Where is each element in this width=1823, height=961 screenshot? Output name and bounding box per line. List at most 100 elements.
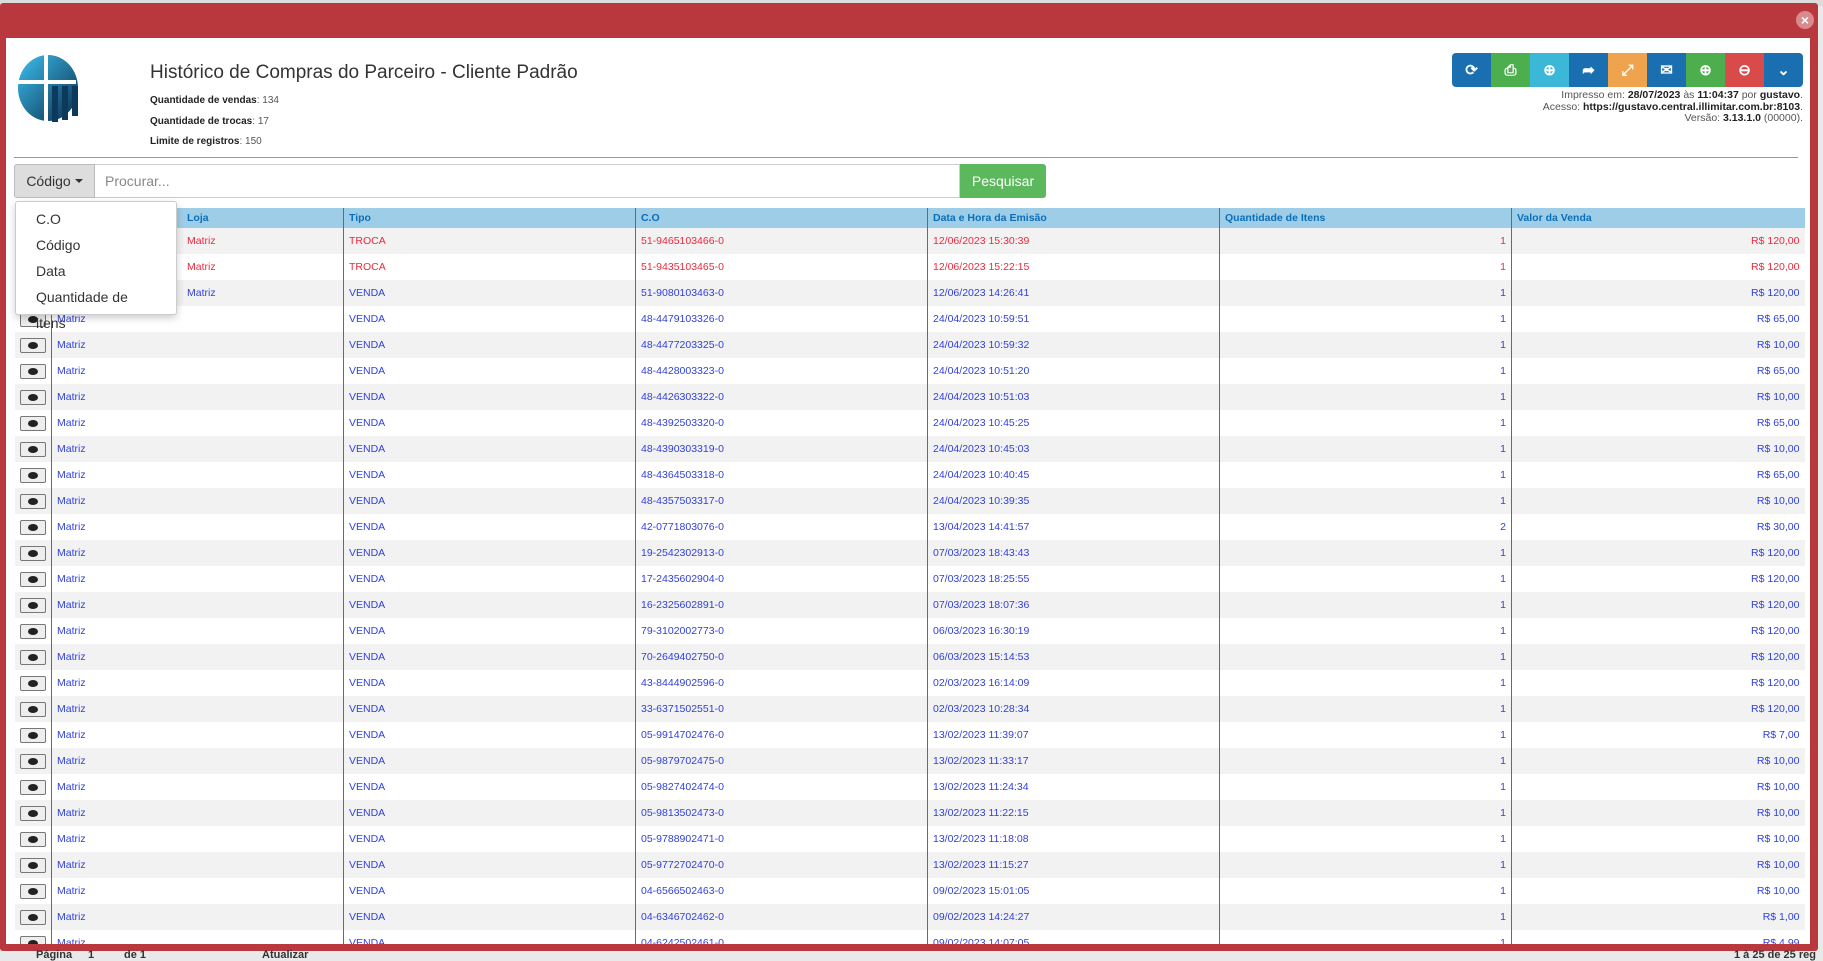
view-button[interactable]	[20, 493, 46, 509]
filter-option[interactable]: C.O	[36, 211, 61, 227]
search-button[interactable]: Pesquisar	[960, 164, 1046, 198]
qty-cell: 1	[1219, 826, 1512, 852]
close-icon[interactable]: ×	[1796, 11, 1814, 29]
loja-cell[interactable]: Matriz	[51, 306, 344, 332]
co-cell: 05-9879702475-0	[635, 748, 928, 774]
view-button[interactable]	[20, 805, 46, 821]
view-button[interactable]	[20, 363, 46, 379]
loja-cell[interactable]: Matriz	[51, 592, 344, 618]
loja-cell[interactable]: Matriz	[51, 774, 344, 800]
zoom-out-button[interactable]: ⊖	[1725, 53, 1764, 87]
filter-dropdown-button[interactable]: Código	[14, 164, 95, 198]
view-button[interactable]	[20, 701, 46, 717]
co-cell: 51-9435103465-0	[635, 254, 928, 280]
qty-cell: 1	[1219, 566, 1512, 592]
loja-cell[interactable]: Matriz	[51, 462, 344, 488]
table-row: Matriz VENDA 05-9788902471-0 13/02/2023 11:…	[15, 826, 1805, 852]
filter-option[interactable]: Código	[36, 237, 81, 253]
qty-cell: 1	[1219, 228, 1512, 254]
loja-cell[interactable]: Matriz	[51, 488, 344, 514]
co-cell: 33-6371502551-0	[635, 696, 928, 722]
loja-cell[interactable]: Matriz	[51, 748, 344, 774]
share-button[interactable]: ➦	[1569, 53, 1608, 87]
value-cell: R$ 10,00	[1511, 332, 1805, 358]
page-input[interactable]: 1	[88, 949, 95, 961]
loja-cell[interactable]: Matriz	[51, 410, 344, 436]
view-button[interactable]	[20, 675, 46, 691]
column-header[interactable]: C.O	[635, 208, 928, 228]
print-button[interactable]: ⎙	[1491, 53, 1530, 87]
value-cell: R$ 10,00	[1511, 800, 1805, 826]
report-modal: × Histórico de Compras do Parceiro - Cli…	[0, 3, 1818, 951]
loja-cell[interactable]: Matriz	[51, 644, 344, 670]
loja-cell[interactable]: Matriz	[51, 878, 344, 904]
view-button[interactable]	[20, 779, 46, 795]
filter-option[interactable]: Data	[36, 263, 66, 279]
download-button[interactable]: ⊕	[1530, 53, 1569, 87]
loja-cell[interactable]: Matriz	[51, 696, 344, 722]
date-cell: 09/02/2023 14:07:05	[927, 930, 1220, 944]
loja-cell[interactable]: Matriz	[51, 540, 344, 566]
date-cell: 07/03/2023 18:07:36	[927, 592, 1220, 618]
view-button[interactable]	[20, 831, 46, 847]
view-cell	[15, 930, 52, 944]
loja-cell[interactable]: Matriz	[51, 566, 344, 592]
print-icon: ⎙	[1504, 61, 1517, 79]
loja-cell[interactable]: Matriz	[51, 332, 344, 358]
loja-cell[interactable]: Matriz	[51, 670, 344, 696]
view-button[interactable]	[20, 415, 46, 431]
view-button[interactable]	[20, 727, 46, 743]
column-header[interactable]: Quantidade de Itens	[1219, 208, 1512, 228]
loja-cell[interactable]: Matriz	[51, 852, 344, 878]
date-cell: 13/02/2023 11:15:27	[927, 852, 1220, 878]
table-row: Matriz VENDA 48-4390303319-0 24/04/2023 10:…	[15, 436, 1805, 462]
date-cell: 13/02/2023 11:18:08	[927, 826, 1220, 852]
loja-cell[interactable]: Matriz	[51, 514, 344, 540]
view-button[interactable]	[20, 883, 46, 899]
fullscreen-button[interactable]: ⤢	[1608, 53, 1647, 87]
loja-cell[interactable]: Matriz	[51, 358, 344, 384]
value-cell: R$ 120,00	[1511, 228, 1805, 254]
view-button[interactable]	[20, 441, 46, 457]
loja-cell[interactable]: Matriz	[51, 436, 344, 462]
loja-cell[interactable]: Matriz	[51, 930, 344, 944]
value-cell: R$ 10,00	[1511, 852, 1805, 878]
view-button[interactable]	[20, 337, 46, 353]
column-header[interactable]: Valor da Venda	[1511, 208, 1805, 228]
loja-cell[interactable]: Matriz	[51, 826, 344, 852]
zoom-in-button[interactable]: ⊕	[1686, 53, 1725, 87]
email-button[interactable]: ✉	[1647, 53, 1686, 87]
view-button[interactable]	[20, 597, 46, 613]
view-button[interactable]	[20, 649, 46, 665]
view-button[interactable]	[20, 545, 46, 561]
qty-cell: 1	[1219, 722, 1512, 748]
view-button[interactable]	[20, 389, 46, 405]
chevron-down-button[interactable]: ⌄	[1764, 53, 1803, 87]
view-button[interactable]	[20, 467, 46, 483]
view-button[interactable]	[20, 857, 46, 873]
view-button[interactable]	[20, 623, 46, 639]
table-row: Matriz VENDA 05-9879702475-0 13/02/2023 11:…	[15, 748, 1805, 774]
view-button[interactable]	[20, 519, 46, 535]
loja-cell[interactable]: Matriz	[51, 722, 344, 748]
loja-cell[interactable]: Matriz	[51, 904, 344, 930]
refresh-button[interactable]: ⟳	[1452, 53, 1491, 87]
view-button[interactable]	[20, 909, 46, 925]
search-input[interactable]	[95, 164, 960, 198]
column-header[interactable]: Tipo	[343, 208, 636, 228]
view-button[interactable]	[20, 935, 46, 944]
column-header[interactable]: Data e Hora da Emisão	[927, 208, 1220, 228]
tipo-cell: VENDA	[343, 410, 636, 436]
view-button[interactable]	[20, 753, 46, 769]
refresh-button[interactable]: Atualizar	[262, 949, 309, 961]
table-row: Matriz VENDA 17-2435602904-0 07/03/2023 18:…	[15, 566, 1805, 592]
stat-limite: Limite de registros: 150	[150, 136, 262, 147]
loja-cell[interactable]: Matriz	[51, 384, 344, 410]
loja-cell[interactable]: Matriz	[51, 618, 344, 644]
view-cell	[15, 852, 52, 878]
filter-option[interactable]: Quantidade de itens	[36, 289, 128, 331]
view-button[interactable]	[20, 571, 46, 587]
loja-cell[interactable]: Matriz	[51, 800, 344, 826]
eye-icon	[28, 445, 38, 453]
date-cell: 24/04/2023 10:51:20	[927, 358, 1220, 384]
